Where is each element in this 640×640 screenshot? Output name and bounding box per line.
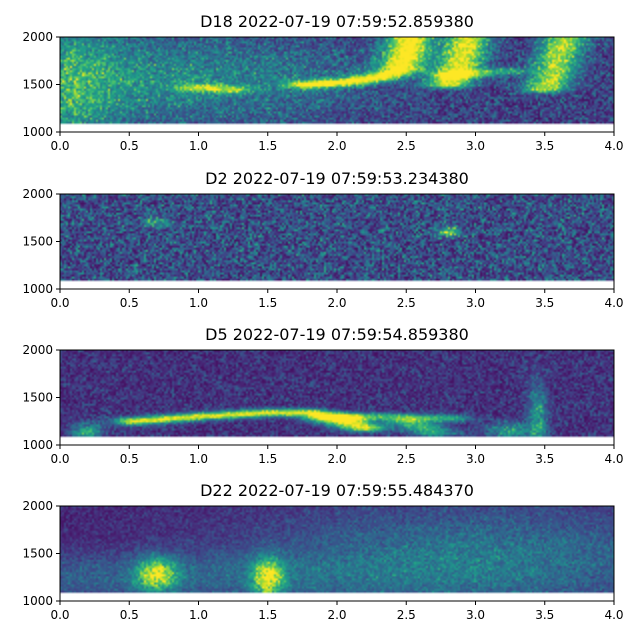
x-tick-label: 3.5: [535, 296, 554, 310]
spectrogram-panel: D2 2022-07-19 07:59:53.234380 0.0 0.5 1.0 1.…: [22, 169, 623, 310]
x-tick-label: 4.0: [604, 608, 623, 622]
panel-title: D5 2022-07-19 07:59:54.859380: [205, 325, 469, 344]
x-tick-label: 3.0: [466, 452, 485, 466]
x-tick-label: 1.0: [189, 452, 208, 466]
x-tick-label: 1.5: [258, 452, 277, 466]
y-tick-label: 1500: [22, 391, 53, 405]
spectrogram-image: [60, 194, 614, 289]
spectrogram-panel: D5 2022-07-19 07:59:54.859380 0.0 0.5 1.0 1.…: [22, 325, 623, 466]
x-tick-label: 3.0: [466, 608, 485, 622]
x-tick-label: 0.5: [120, 139, 139, 153]
y-tick-label: 1000: [22, 125, 53, 139]
x-tick-label: 1.0: [189, 608, 208, 622]
x-tick-label: 3.5: [535, 608, 554, 622]
spectrogram-panel: D22 2022-07-19 07:59:55.484370 0.0 0.5 1.0 1…: [22, 481, 623, 622]
y-tick-label: 2000: [22, 343, 53, 357]
x-tick-label: 3.5: [535, 452, 554, 466]
x-tick-label: 1.0: [189, 296, 208, 310]
x-tick-label: 0.5: [120, 452, 139, 466]
x-tick-label: 0.0: [50, 608, 69, 622]
y-tick-label: 2000: [22, 499, 53, 513]
y-tick-label: 2000: [22, 30, 53, 44]
x-tick-label: 2.5: [397, 608, 416, 622]
spectrogram-panel: D18 2022-07-19 07:59:52.859380 0.0 0.5 1.0 1…: [22, 12, 623, 153]
y-tick-label: 1500: [22, 547, 53, 561]
x-tick-label: 1.5: [258, 608, 277, 622]
x-tick-label: 4.0: [604, 296, 623, 310]
x-tick-label: 2.0: [327, 608, 346, 622]
x-tick-label: 3.0: [466, 139, 485, 153]
x-tick-label: 4.0: [604, 452, 623, 466]
y-tick-label: 1500: [22, 78, 53, 92]
x-tick-label: 2.0: [327, 139, 346, 153]
x-tick-label: 0.0: [50, 296, 69, 310]
x-tick-label: 3.5: [535, 139, 554, 153]
x-tick-label: 0.0: [50, 452, 69, 466]
x-tick-label: 2.0: [327, 296, 346, 310]
x-tick-label: 1.5: [258, 139, 277, 153]
panel-title: D18 2022-07-19 07:59:52.859380: [200, 12, 474, 31]
x-tick-label: 0.5: [120, 296, 139, 310]
x-tick-label: 2.5: [397, 296, 416, 310]
y-tick-label: 2000: [22, 187, 53, 201]
panel-title: D22 2022-07-19 07:59:55.484370: [200, 481, 474, 500]
x-tick-label: 3.0: [466, 296, 485, 310]
panel-title: D2 2022-07-19 07:59:53.234380: [205, 169, 469, 188]
y-tick-label: 1000: [22, 438, 53, 452]
spectrogram-image: [60, 350, 614, 445]
x-tick-label: 2.0: [327, 452, 346, 466]
x-tick-label: 2.5: [397, 452, 416, 466]
y-tick-label: 1500: [22, 235, 53, 249]
x-tick-label: 0.0: [50, 139, 69, 153]
spectrogram-image: [60, 506, 614, 601]
x-tick-label: 0.5: [120, 608, 139, 622]
y-tick-label: 1000: [22, 282, 53, 296]
x-tick-label: 4.0: [604, 139, 623, 153]
x-tick-label: 1.5: [258, 296, 277, 310]
y-tick-label: 1000: [22, 594, 53, 608]
spectrogram-image: [60, 37, 614, 132]
x-tick-label: 2.5: [397, 139, 416, 153]
x-tick-label: 1.0: [189, 139, 208, 153]
